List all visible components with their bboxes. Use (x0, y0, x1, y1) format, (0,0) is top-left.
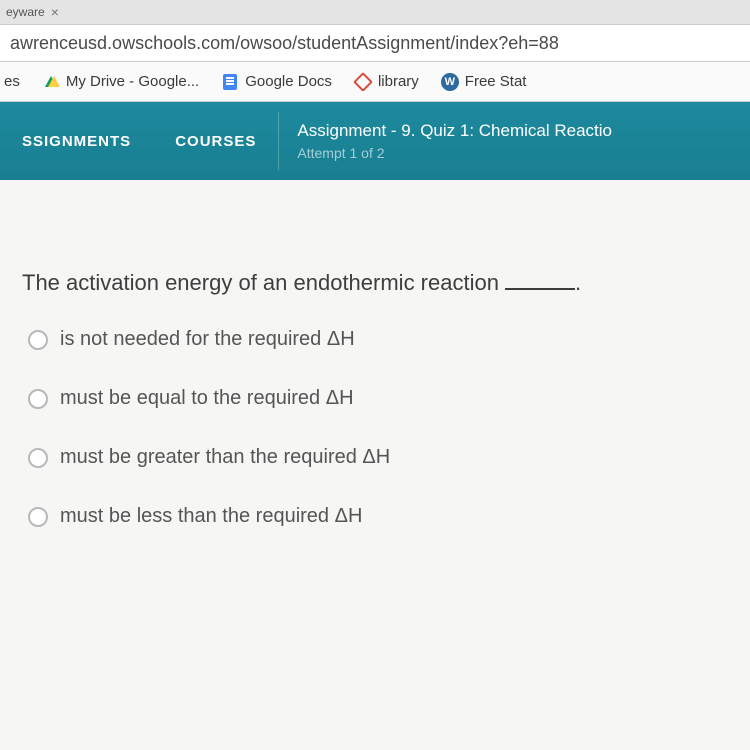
drive-icon (42, 73, 60, 91)
nav-assignments[interactable]: SSIGNMENTS (0, 102, 153, 180)
bookmark-label: library (378, 73, 419, 90)
option-c[interactable]: must be greater than the required ΔH (28, 446, 732, 469)
question-text: The activation energy of an endothermic … (22, 270, 732, 296)
bookmark-freestat[interactable]: W Free Stat (441, 73, 527, 91)
browser-tab[interactable]: eyware × (6, 4, 59, 20)
option-b[interactable]: must be equal to the required ΔH (28, 387, 732, 410)
nav-courses[interactable]: COURSES (153, 102, 278, 180)
nav-label: COURSES (175, 133, 256, 150)
nav-label: SSIGNMENTS (22, 133, 131, 150)
assignment-attempt: Attempt 1 of 2 (297, 145, 612, 161)
option-d[interactable]: must be less than the required ΔH (28, 505, 732, 528)
browser-chrome: eyware × awrenceusd.owschools.com/owsoo/… (0, 0, 750, 102)
bookmark-label: es (4, 73, 20, 90)
bookmark-label: My Drive - Google... (66, 73, 199, 90)
bookmarks-bar: es My Drive - Google... Google Docs libr… (0, 62, 750, 102)
bookmark-docs[interactable]: Google Docs (221, 73, 332, 91)
radio-icon[interactable] (28, 330, 48, 350)
assignment-info: Assignment - 9. Quiz 1: Chemical Reactio… (279, 102, 630, 180)
radio-icon[interactable] (28, 389, 48, 409)
option-label: is not needed for the required ΔH (60, 328, 355, 351)
docs-icon (221, 73, 239, 91)
option-label: must be greater than the required ΔH (60, 446, 390, 469)
bookmark-label: Google Docs (245, 73, 332, 90)
assignment-title: Assignment - 9. Quiz 1: Chemical Reactio (297, 121, 612, 141)
option-a[interactable]: is not needed for the required ΔH (28, 328, 732, 351)
option-label: must be less than the required ΔH (60, 505, 362, 528)
option-label: must be equal to the required ΔH (60, 387, 354, 410)
options-list: is not needed for the required ΔH must b… (22, 328, 732, 528)
close-tab-icon[interactable]: × (51, 4, 59, 20)
radio-icon[interactable] (28, 448, 48, 468)
radio-icon[interactable] (28, 507, 48, 527)
w-icon: W (441, 73, 459, 91)
url-bar[interactable]: awrenceusd.owschools.com/owsoo/studentAs… (0, 24, 750, 62)
url-text: awrenceusd.owschools.com/owsoo/studentAs… (10, 33, 559, 54)
bookmark-drive[interactable]: My Drive - Google... (42, 73, 199, 91)
bookmark-label: Free Stat (465, 73, 527, 90)
tab-title: eyware (6, 5, 45, 19)
quiz-content: The activation energy of an endothermic … (0, 180, 750, 750)
app-nav-bar: SSIGNMENTS COURSES Assignment - 9. Quiz … (0, 102, 750, 180)
bookmark-library[interactable]: library (354, 73, 419, 91)
tab-strip: eyware × (0, 0, 750, 24)
bookmark-fragment[interactable]: es (4, 73, 20, 90)
fill-blank (505, 288, 575, 290)
library-icon (354, 73, 372, 91)
question-stem: The activation energy of an endothermic … (22, 270, 499, 295)
